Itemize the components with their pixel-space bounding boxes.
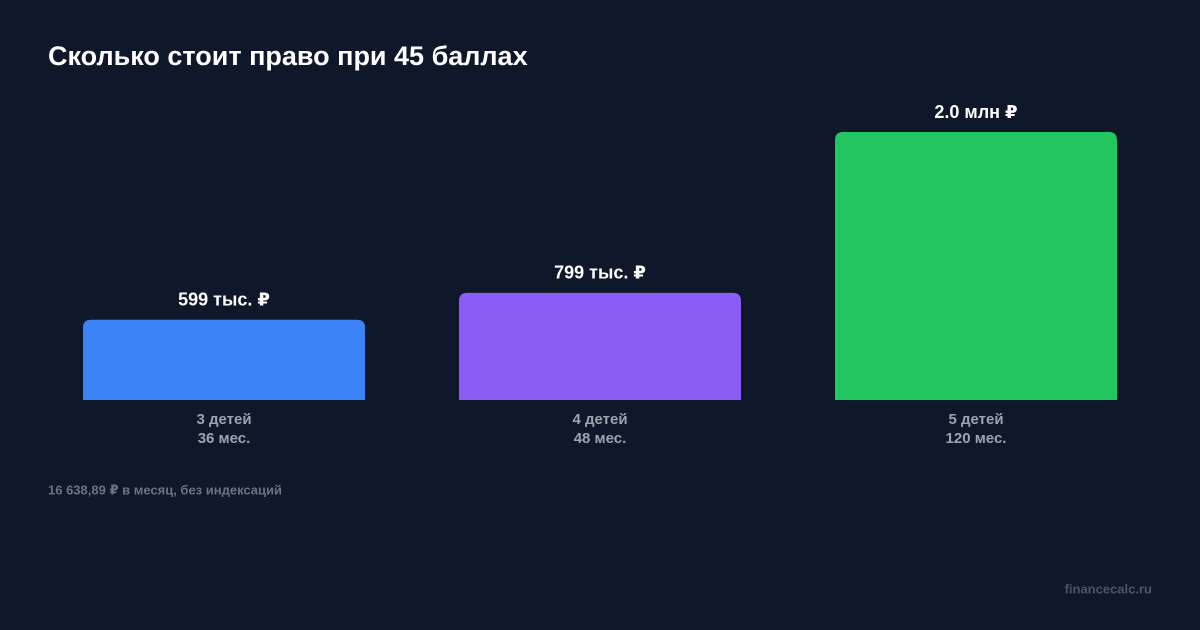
x-tick-label: 3 детей [196,411,251,428]
x-tick-label: 5 детей [948,411,1003,428]
chart-title: Сколько стоит право при 45 баллах [48,41,528,71]
value-label: 2.0 млн ₽ [934,102,1017,122]
x-tick-sublabel: 36 мес. [198,430,251,447]
x-tick-label: 4 детей [572,411,627,428]
footnote: 16 638,89 ₽ в месяц, без индексаций [48,482,282,497]
value-label: 599 тыс. ₽ [178,289,270,309]
value-label: 799 тыс. ₽ [554,263,646,283]
x-tick-sublabel: 120 мес. [946,430,1007,447]
x-tick-sublabel: 48 мес. [574,430,627,447]
bar [83,319,365,400]
watermark: financecalc.ru [1065,581,1152,596]
bar [835,132,1117,400]
bar [459,292,741,400]
